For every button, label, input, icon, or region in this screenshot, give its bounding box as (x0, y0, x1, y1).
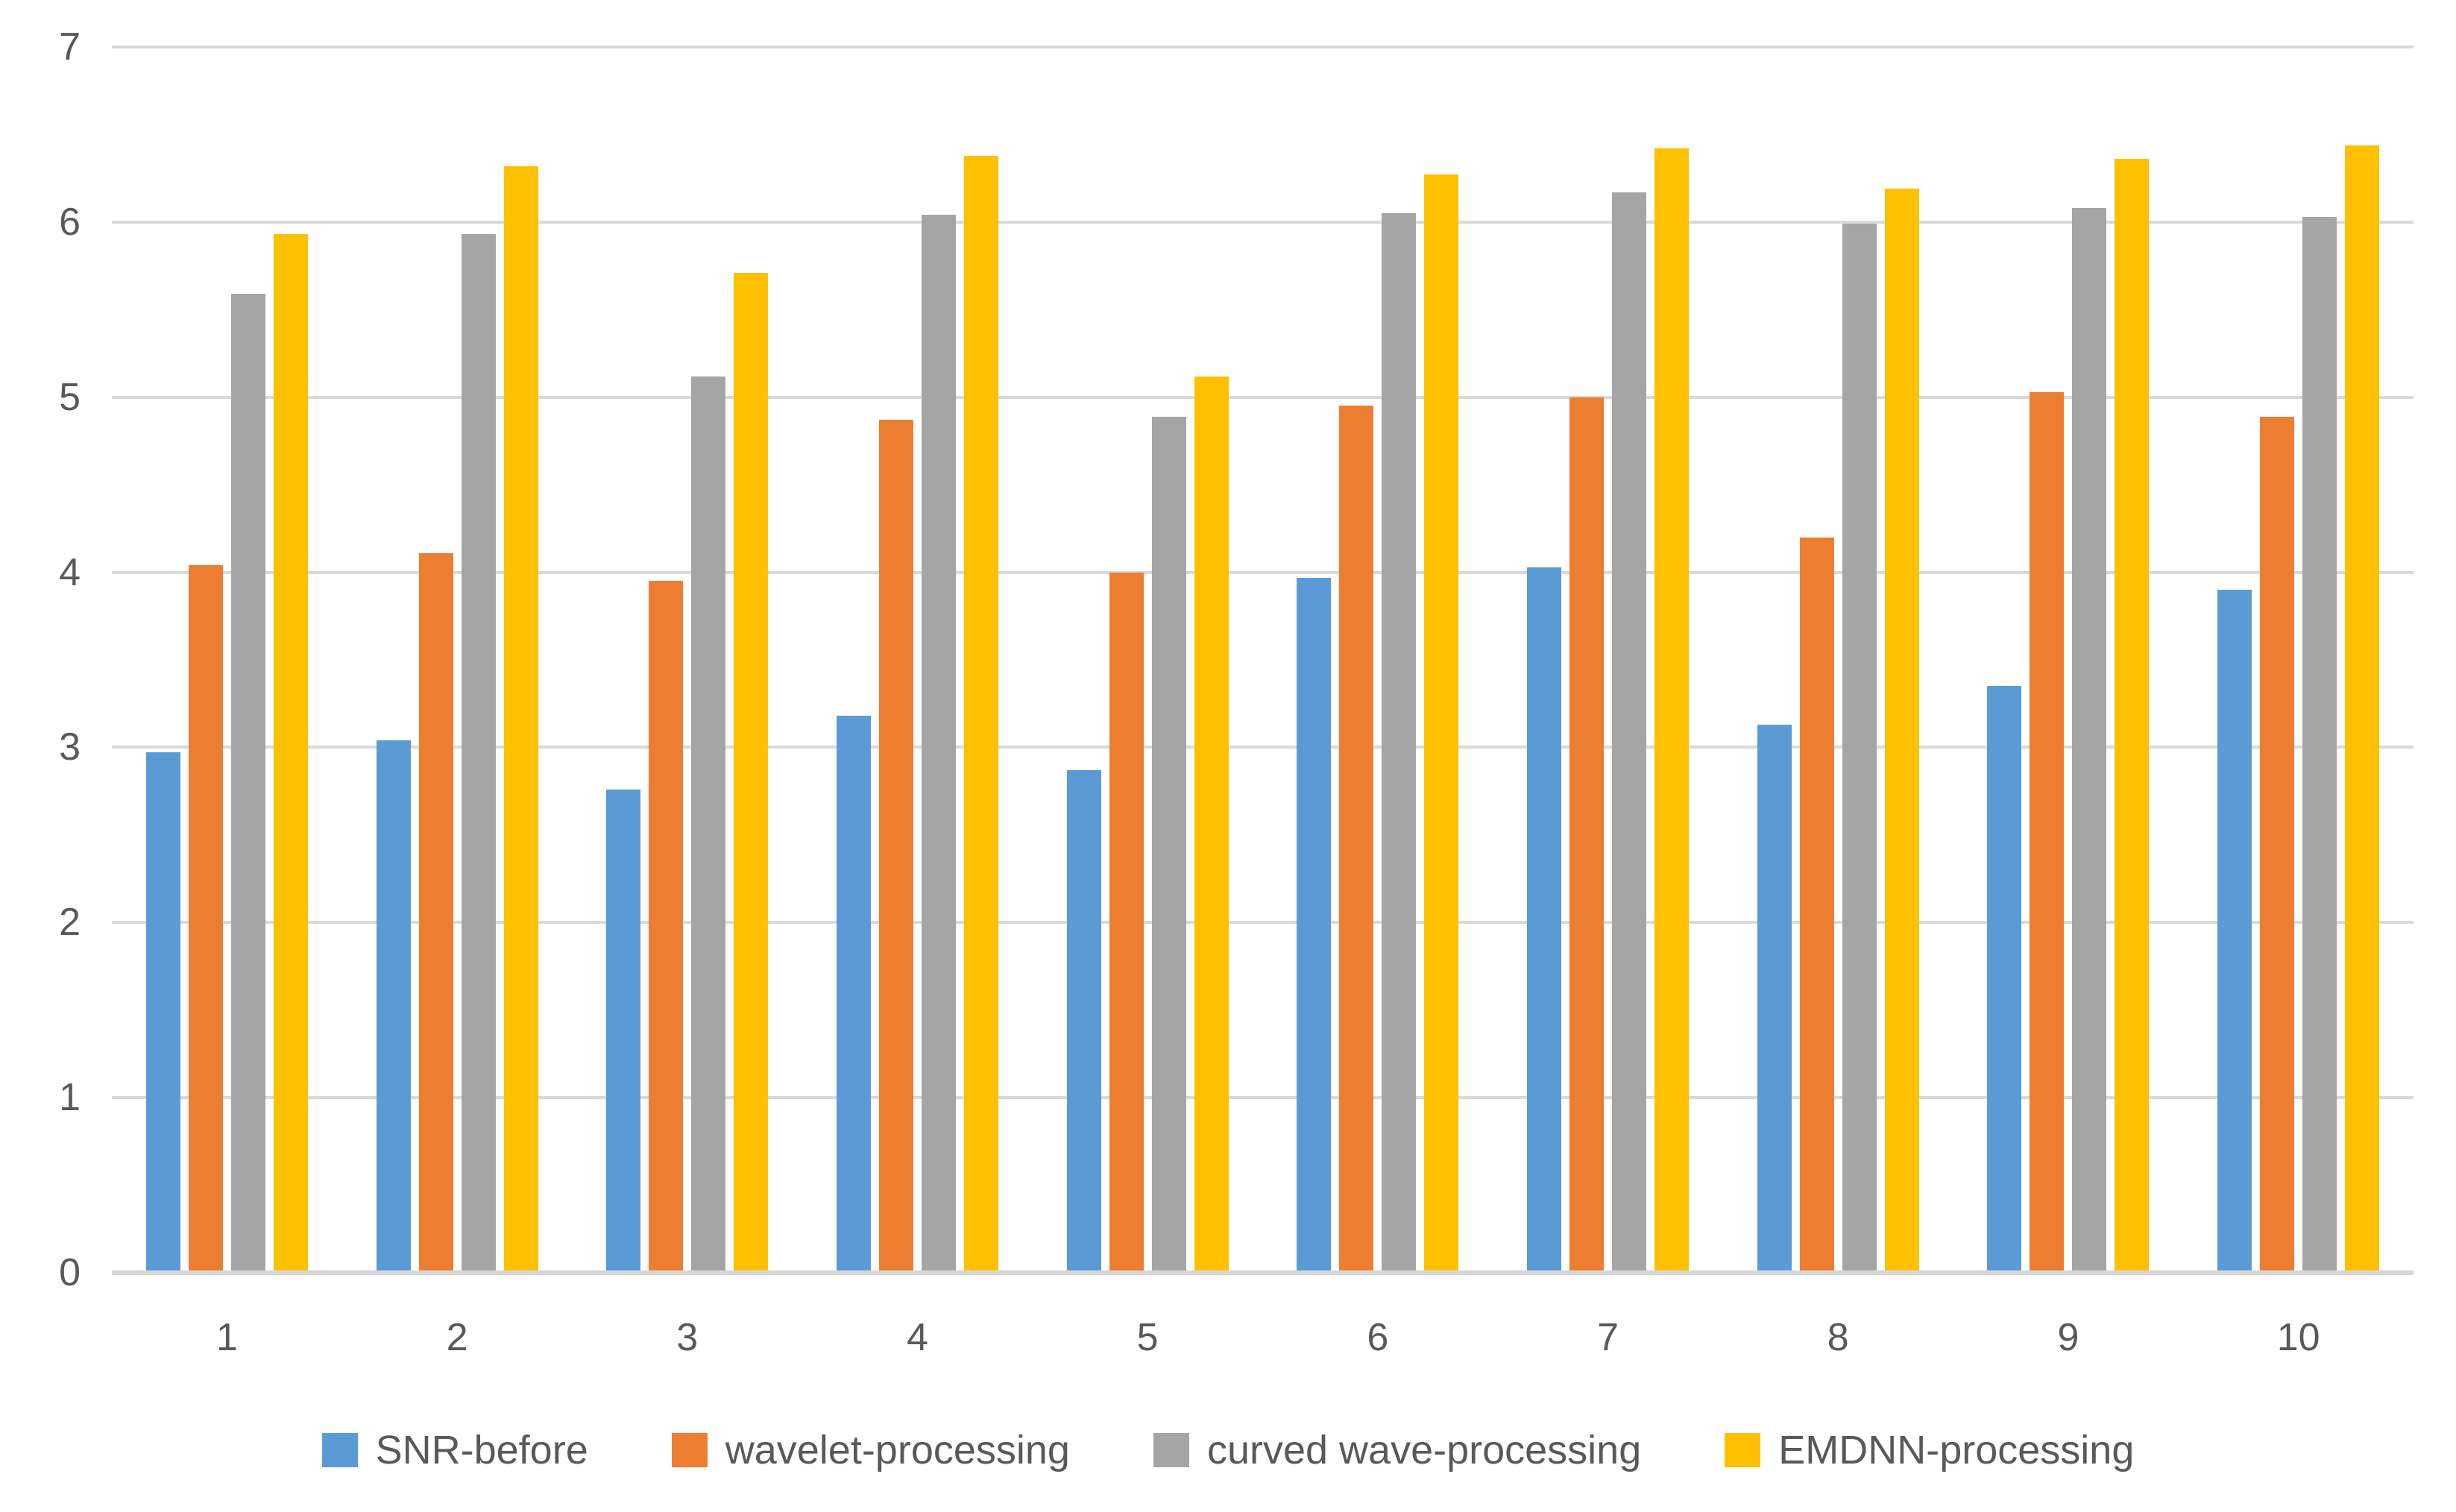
legend-item-curved wave-processing: curved wave-processing (1153, 1430, 1641, 1470)
bar-SNR-before-7 (1527, 567, 1562, 1273)
gridline-y-3 (112, 746, 2414, 749)
bar-SNR-before-8 (1757, 724, 1792, 1273)
bar-group-9 (1953, 47, 2184, 1273)
bar-curved wave-processing-1 (230, 294, 265, 1273)
bar-wavelet-processing-2 (418, 552, 453, 1273)
bar-group-1 (112, 47, 342, 1273)
bar-group-3 (572, 47, 802, 1273)
bar-EMDNN-processing-2 (503, 166, 538, 1273)
x-tick-label-5: 5 (1136, 1316, 1159, 1359)
bar-wavelet-processing-10 (2260, 416, 2295, 1273)
x-tick-label-8: 8 (1827, 1316, 1849, 1359)
bar-wavelet-processing-4 (878, 420, 913, 1273)
legend-swatch-icon (1725, 1433, 1761, 1467)
bar-SNR-before-9 (1987, 686, 2022, 1273)
legend-item-wavelet-processing: wavelet-processing (671, 1428, 1070, 1472)
bar-EMDNN-processing-4 (963, 155, 998, 1273)
legend-label: EMDNN-processing (1778, 1428, 2135, 1472)
bar-group-5 (1033, 47, 1263, 1273)
bar-SNR-before-10 (2217, 590, 2252, 1273)
gridline-y-7 (112, 45, 2414, 48)
x-tick-label-4: 4 (906, 1316, 928, 1359)
bar-curved wave-processing-7 (1612, 192, 1647, 1273)
bar-SNR-before-1 (145, 752, 180, 1273)
bar-wavelet-processing-7 (1569, 397, 1605, 1273)
bar-wavelet-processing-6 (1339, 406, 1374, 1273)
bar-wavelet-processing-1 (188, 565, 223, 1273)
bar-SNR-before-2 (376, 740, 411, 1273)
bar-EMDNN-processing-6 (1424, 174, 1459, 1273)
bar-curved wave-processing-2 (461, 234, 496, 1273)
bars-layer (112, 47, 2414, 1273)
gridline-y-5 (112, 395, 2414, 399)
y-tick-label-5: 5 (59, 375, 81, 419)
gridline-y-6 (112, 220, 2414, 224)
bar-EMDNN-processing-10 (2345, 145, 2380, 1273)
legend-item-EMDNN-processing: EMDNN-processing (1725, 1430, 2134, 1470)
x-axis-line (112, 1270, 2414, 1275)
bar-wavelet-processing-9 (2030, 391, 2065, 1273)
y-tick-label-6: 6 (59, 200, 81, 244)
bar-group-2 (342, 47, 573, 1273)
x-tick-label-2: 2 (446, 1316, 468, 1359)
legend-label: curved wave-processing (1206, 1428, 1642, 1472)
x-tick-label-3: 3 (676, 1316, 699, 1359)
bar-EMDNN-processing-1 (273, 234, 308, 1273)
x-tick-label-9: 9 (2057, 1316, 2079, 1359)
bar-EMDNN-processing-7 (1654, 148, 1690, 1273)
x-tick-label-6: 6 (1367, 1316, 1389, 1359)
x-tick-label-10: 10 (2276, 1316, 2320, 1359)
legend-swatch-icon (321, 1433, 358, 1467)
bar-SNR-before-4 (836, 716, 871, 1273)
bar-SNR-before-3 (606, 789, 641, 1273)
legend-swatch-icon (671, 1433, 708, 1467)
bar-group-8 (1723, 47, 1953, 1273)
y-tick-label-7: 7 (59, 25, 81, 69)
x-tick-label-7: 7 (1597, 1316, 1619, 1359)
legend-label: SNR-before (375, 1428, 588, 1472)
bar-curved wave-processing-5 (1151, 416, 1186, 1273)
bar-EMDNN-processing-8 (1884, 189, 1919, 1273)
bar-EMDNN-processing-9 (2115, 159, 2150, 1273)
bar-group-4 (802, 47, 1033, 1273)
bar-EMDNN-processing-5 (1194, 376, 1229, 1273)
legend: SNR-before wavelet-processing curved wave-… (0, 1430, 2456, 1470)
bar-SNR-before-5 (1066, 769, 1101, 1273)
gridline-y-4 (112, 570, 2414, 574)
gridline-y-2 (112, 921, 2414, 924)
bar-group-7 (1493, 47, 1723, 1273)
bar-curved wave-processing-10 (2302, 216, 2337, 1273)
y-tick-label-1: 1 (59, 1076, 81, 1120)
y-tick-label-4: 4 (59, 550, 81, 594)
legend-label: wavelet-processing (725, 1428, 1070, 1472)
legend-swatch-icon (1153, 1433, 1189, 1467)
bar-wavelet-processing-3 (649, 581, 684, 1273)
gridline-y-1 (112, 1096, 2414, 1100)
bar-curved wave-processing-8 (1842, 224, 1877, 1273)
y-tick-label-2: 2 (59, 901, 81, 945)
bar-curved wave-processing-6 (1382, 213, 1417, 1273)
bar-group-10 (2183, 47, 2414, 1273)
bar-group-6 (1263, 47, 1493, 1273)
bar-SNR-before-6 (1297, 577, 1332, 1273)
y-tick-label-0: 0 (59, 1251, 81, 1294)
legend-item-SNR-before: SNR-before (321, 1428, 588, 1472)
bar-EMDNN-processing-3 (734, 272, 769, 1273)
bar-curved wave-processing-3 (691, 376, 726, 1273)
bar-wavelet-processing-8 (1799, 537, 1834, 1273)
y-tick-label-3: 3 (59, 725, 81, 769)
x-tick-label-1: 1 (215, 1316, 238, 1359)
bar-wavelet-processing-5 (1109, 572, 1144, 1273)
plot-area (112, 45, 2414, 1275)
bar-curved wave-processing-4 (921, 215, 956, 1273)
bar-curved wave-processing-9 (2072, 208, 2107, 1273)
